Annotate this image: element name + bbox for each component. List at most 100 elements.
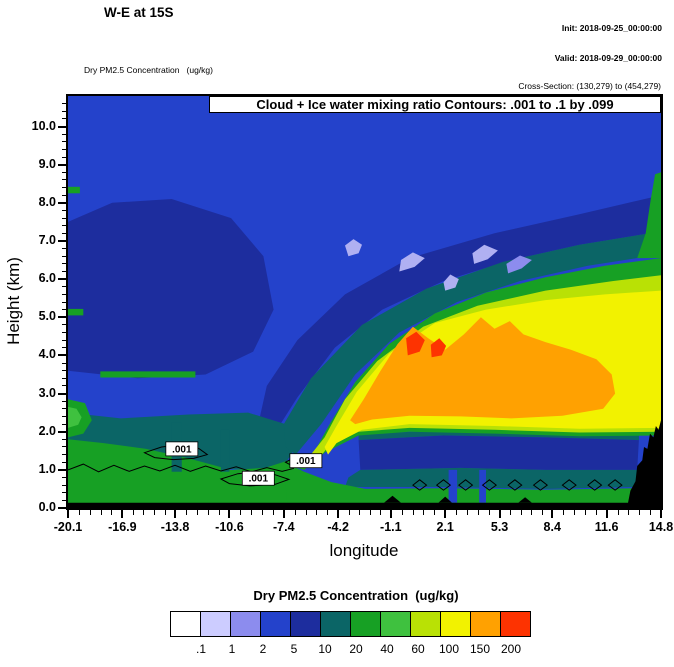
green-bottom-left	[68, 439, 298, 505]
cloud-contour-small-8	[587, 479, 603, 491]
x-minor-tick	[100, 510, 102, 515]
navy-diagonal-band	[260, 195, 661, 425]
y-tick	[58, 354, 66, 357]
colorbar	[170, 611, 531, 637]
terrain-bump-2	[438, 496, 452, 503]
y-tick	[58, 239, 66, 242]
y-tick-label: 9.0	[38, 156, 56, 171]
colorbar-cell	[500, 611, 531, 637]
red-spot-1	[406, 331, 425, 356]
x-minor-tick	[639, 510, 641, 515]
x-minor-tick	[132, 510, 134, 515]
x-minor-tick	[617, 510, 619, 515]
x-tick	[389, 510, 392, 518]
contour-value-label: .001	[241, 470, 275, 486]
x-minor-tick	[305, 510, 307, 515]
y-tick-label: 2.0	[38, 423, 56, 438]
y-tick-label: 4.0	[38, 347, 56, 362]
x-tick-label: -4.2	[327, 520, 349, 534]
teal-bottom-right	[345, 467, 638, 489]
x-minor-tick	[584, 510, 586, 515]
green-bottom-right	[285, 466, 661, 504]
lavender-patch-2	[399, 252, 425, 272]
y-tick-label: 7.0	[38, 232, 56, 247]
y-tick	[58, 163, 66, 166]
field-pm25-label: Dry PM2.5 Concentration (ug/kg)	[84, 65, 213, 75]
colorbar-cell	[320, 611, 351, 637]
cloud-contour-small-1	[412, 479, 428, 491]
x-tick	[67, 510, 69, 518]
colorbar-tick-label: 40	[380, 642, 394, 656]
colorbar-cell	[410, 611, 441, 637]
teal-diagonal-band	[283, 231, 661, 455]
y-tick	[58, 278, 66, 281]
colorbar-tick-label: 150	[469, 642, 491, 656]
periwinkle-streak	[506, 255, 532, 274]
x-tick-label: 11.6	[594, 520, 619, 534]
green-streak-2	[68, 308, 84, 316]
x-minor-tick	[272, 510, 274, 515]
x-minor-tick	[143, 510, 145, 515]
valid-time-label: Valid: 2018-09-29_00:00:00	[554, 53, 662, 63]
x-tick-label: 8.4	[543, 520, 561, 534]
svg-text:.001: .001	[296, 456, 316, 467]
cross-section-label: Cross-Section: (130,279) to (454,279)	[518, 81, 661, 91]
colorbar-tick-label: 5	[290, 642, 298, 656]
lavender-patch-1	[345, 239, 362, 257]
y-tick	[58, 392, 66, 395]
svg-text:.001: .001	[249, 474, 269, 485]
blue-column-2	[479, 469, 486, 503]
terrain-bump-1	[384, 495, 401, 503]
x-minor-tick	[89, 510, 91, 515]
x-tick-label: -13.8	[160, 520, 190, 534]
x-tick	[498, 510, 501, 518]
colorbar-tick-label: 60	[411, 642, 425, 656]
x-minor-tick	[563, 510, 565, 515]
x-minor-tick	[477, 510, 479, 515]
x-minor-tick	[251, 510, 253, 515]
x-tick	[660, 510, 662, 518]
x-tick	[337, 510, 340, 518]
y-tick	[58, 468, 66, 471]
x-minor-tick	[316, 510, 318, 515]
y-tick	[58, 125, 66, 128]
colorbar-cell	[230, 611, 261, 637]
x-minor-tick	[456, 510, 458, 515]
x-tick	[174, 510, 177, 518]
svg-text:.001: .001	[172, 444, 192, 455]
y-tick-label: 3.0	[38, 385, 56, 400]
x-minor-tick	[401, 510, 403, 515]
x-minor-tick	[595, 510, 597, 515]
x-tick-label: -16.9	[108, 520, 137, 534]
y-tick	[58, 316, 66, 319]
cloud-contour-wavy	[68, 463, 295, 473]
colorbar-tick-label: 2	[259, 642, 267, 656]
contour-info-banner: Cloud + Ice water mixing ratio Contours:…	[209, 96, 661, 113]
x-minor-tick	[327, 510, 329, 515]
colorbar-tick-label: 1	[228, 642, 236, 656]
colorbar-tick-label: 10	[318, 642, 332, 656]
cloud-contour-small-2	[435, 479, 452, 491]
x-minor-tick	[164, 510, 166, 515]
x-tick-label: 14.8	[648, 520, 674, 534]
y-tick-label: 8.0	[38, 194, 56, 209]
x-tick	[551, 510, 554, 518]
cloud-contour-small-3	[457, 479, 474, 491]
cross-section-plot: .001 .001 .001 Cloud + Ice water mixing ra…	[66, 94, 663, 510]
x-minor-tick	[185, 510, 187, 515]
x-minor-tick	[466, 510, 468, 515]
colorbar-cell	[290, 611, 321, 637]
cloud-contour-small-7	[561, 479, 577, 491]
page-title: W-E at 15S	[104, 5, 174, 20]
y-tick	[58, 201, 66, 204]
colorbar-cell	[170, 611, 201, 637]
colorbar-cell	[260, 611, 291, 637]
x-tick-label: -7.4	[273, 520, 295, 534]
lavender-patch-3	[472, 244, 498, 264]
x-minor-tick	[423, 510, 425, 515]
x-minor-tick	[218, 510, 220, 515]
x-tick-label: 5.3	[490, 520, 509, 534]
cloud-contour-small-9	[607, 479, 623, 491]
x-minor-tick	[541, 510, 543, 515]
